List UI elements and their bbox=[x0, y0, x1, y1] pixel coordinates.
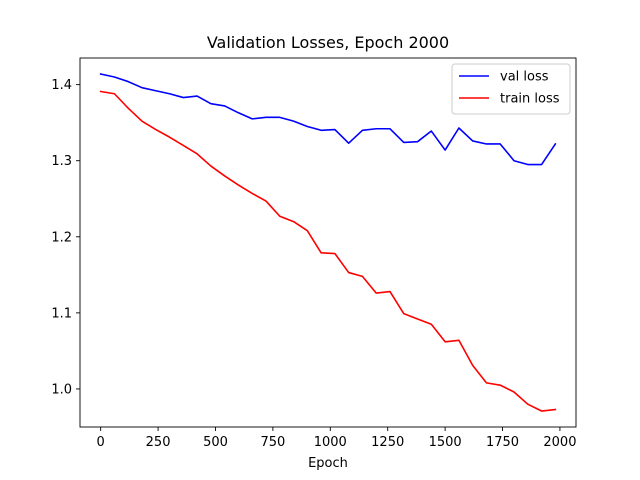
axes-layer: 0 250 500 750 1000 1250 1500 1750 2000 1.0 1.1 1.2 1… bbox=[51, 57, 577, 450]
x-axis-label: Epoch bbox=[308, 456, 348, 471]
y-tick-label: 1.0 bbox=[51, 382, 72, 397]
y-tick-label: 1.2 bbox=[51, 230, 72, 245]
series-layer bbox=[99, 73, 557, 412]
legend-label-val-loss: val loss bbox=[500, 70, 549, 85]
y-tick-label: 1.4 bbox=[51, 78, 72, 93]
x-tick-label: 0 bbox=[97, 435, 105, 450]
y-tick-label: 1.1 bbox=[51, 306, 72, 321]
legend-label-train-loss: train loss bbox=[500, 92, 560, 107]
x-tick-label: 500 bbox=[203, 435, 228, 450]
y-tick-label: 1.3 bbox=[51, 154, 72, 169]
x-tick-label: 1750 bbox=[486, 435, 519, 450]
series-line-train-loss bbox=[99, 90, 557, 412]
x-tick-label: 250 bbox=[146, 435, 171, 450]
chart-title: Validation Losses, Epoch 2000 bbox=[207, 33, 449, 52]
plot-frame bbox=[79, 57, 577, 428]
legend: val loss train loss bbox=[451, 63, 571, 115]
x-tick-label: 1500 bbox=[429, 435, 462, 450]
x-tick-label: 1250 bbox=[371, 435, 404, 450]
x-tick-label: 750 bbox=[260, 435, 285, 450]
x-tick-label: 2000 bbox=[543, 435, 576, 450]
series-line-val-loss bbox=[99, 73, 557, 166]
x-tick-label: 1000 bbox=[314, 435, 347, 450]
